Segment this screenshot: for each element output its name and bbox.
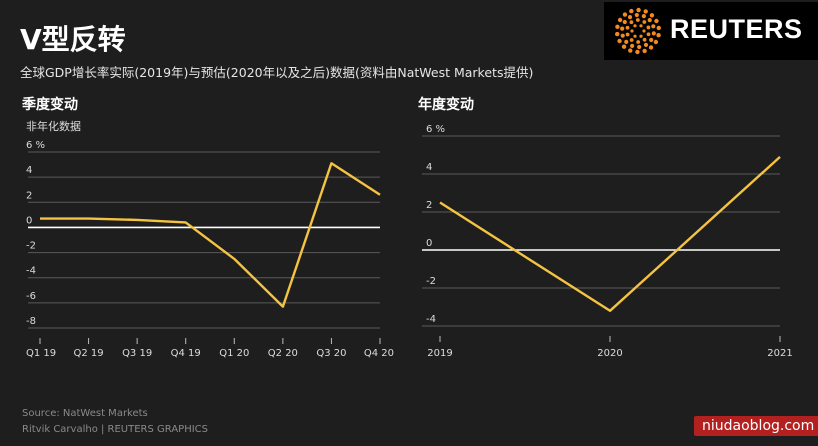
x-tick-label: Q1 20 bbox=[219, 348, 249, 359]
logo-dot bbox=[636, 40, 641, 44]
logo-dot bbox=[629, 38, 634, 42]
logo-dot bbox=[624, 39, 629, 44]
logo-dot bbox=[639, 24, 643, 28]
logo-dot bbox=[643, 9, 648, 14]
logo-dot bbox=[628, 48, 633, 53]
logo-dot bbox=[656, 25, 661, 31]
logo-dot bbox=[656, 33, 661, 38]
logo-dot bbox=[633, 24, 637, 28]
logo-dot bbox=[642, 20, 647, 24]
credit-note: Ritvik Carvalho | REUTERS GRAPHICS bbox=[22, 424, 208, 435]
x-tick-label: 2020 bbox=[597, 348, 622, 359]
logo-dot bbox=[651, 31, 656, 36]
logo-dot bbox=[649, 37, 654, 43]
logo-dot bbox=[642, 48, 647, 54]
x-tick-label: Q3 19 bbox=[122, 348, 152, 359]
logo-dot bbox=[653, 39, 659, 45]
quarterly-panel-title: 季度变动 bbox=[22, 97, 78, 113]
x-tick-label: Q2 20 bbox=[268, 348, 298, 359]
logo-dot bbox=[647, 18, 652, 23]
y-tick-label: -2 bbox=[26, 241, 36, 252]
y-tick-label: 6 % bbox=[26, 140, 45, 151]
logo-dot bbox=[646, 32, 651, 37]
logo-dot bbox=[642, 37, 647, 42]
logo-dot bbox=[621, 44, 627, 49]
reuters-logo bbox=[604, 2, 818, 60]
y-tick-label: -8 bbox=[26, 316, 36, 327]
y-tick-label: 2 bbox=[26, 190, 32, 201]
logo-dot bbox=[629, 8, 634, 14]
logo-dot bbox=[646, 25, 651, 30]
x-tick-label: Q2 19 bbox=[74, 348, 104, 359]
logo-dot bbox=[648, 45, 654, 50]
y-tick-label: -6 bbox=[26, 291, 36, 302]
logo-dot bbox=[617, 17, 623, 23]
logo-dot bbox=[620, 33, 625, 38]
watermark: niudaoblog.com bbox=[694, 416, 818, 436]
x-tick-label: Q4 20 bbox=[364, 348, 394, 359]
logo-dot bbox=[654, 18, 659, 24]
logo-dot bbox=[615, 24, 620, 29]
logo-text: REUTERS bbox=[670, 14, 803, 44]
chart-title: V型反转 bbox=[20, 23, 126, 56]
chart-subtitle: 全球GDP增长率实际(2019年)与预估(2020年以及之后)数据(资料由Nat… bbox=[20, 65, 534, 80]
x-tick-label: 2021 bbox=[767, 348, 792, 359]
y-tick-label: 6 % bbox=[426, 124, 445, 135]
reuters-dots-icon bbox=[615, 7, 661, 55]
logo-dot bbox=[630, 43, 635, 48]
logo-dot bbox=[635, 49, 640, 55]
source-note: Source: NatWest Markets bbox=[22, 408, 148, 419]
logo-dot bbox=[639, 34, 643, 38]
logo-dot bbox=[615, 31, 620, 37]
logo-dot bbox=[643, 42, 649, 47]
logo-dot bbox=[627, 15, 633, 20]
y-tick-label: -2 bbox=[426, 276, 436, 287]
x-tick-label: Q1 19 bbox=[26, 348, 56, 359]
logo-dot bbox=[635, 18, 640, 22]
logo-dot bbox=[622, 12, 628, 17]
logo-dot bbox=[622, 19, 627, 25]
logo-dot bbox=[617, 38, 622, 44]
logo-dot bbox=[629, 20, 634, 25]
x-tick-label: Q4 19 bbox=[171, 348, 201, 359]
logo-dot bbox=[637, 44, 642, 50]
x-tick-label: Q3 20 bbox=[316, 348, 346, 359]
logo-dot bbox=[651, 24, 656, 29]
logo-dot bbox=[633, 34, 637, 38]
x-tick-label: 2019 bbox=[427, 348, 452, 359]
annual-panel-title: 年度变动 bbox=[418, 97, 474, 113]
y-tick-label: 4 bbox=[426, 162, 432, 173]
logo-dot bbox=[625, 32, 630, 37]
y-tick-label: 2 bbox=[426, 200, 432, 211]
logo-dot bbox=[636, 7, 641, 13]
logo-dot bbox=[620, 26, 625, 31]
logo-dot bbox=[649, 13, 655, 18]
logo-dot bbox=[630, 29, 634, 33]
y-tick-label: -4 bbox=[426, 314, 436, 325]
y-tick-label: -4 bbox=[26, 266, 36, 277]
logo-dot bbox=[625, 25, 630, 30]
logo-dot bbox=[634, 12, 639, 18]
quarterly-unit-note: 非年化数据 bbox=[26, 120, 81, 133]
logo-dot bbox=[642, 29, 646, 33]
y-tick-label: 4 bbox=[26, 165, 32, 176]
series-line bbox=[439, 156, 781, 312]
y-tick-label: 0 bbox=[426, 238, 432, 249]
y-tick-label: 0 bbox=[26, 215, 32, 226]
logo-dot bbox=[641, 14, 646, 19]
series-line bbox=[40, 162, 381, 308]
